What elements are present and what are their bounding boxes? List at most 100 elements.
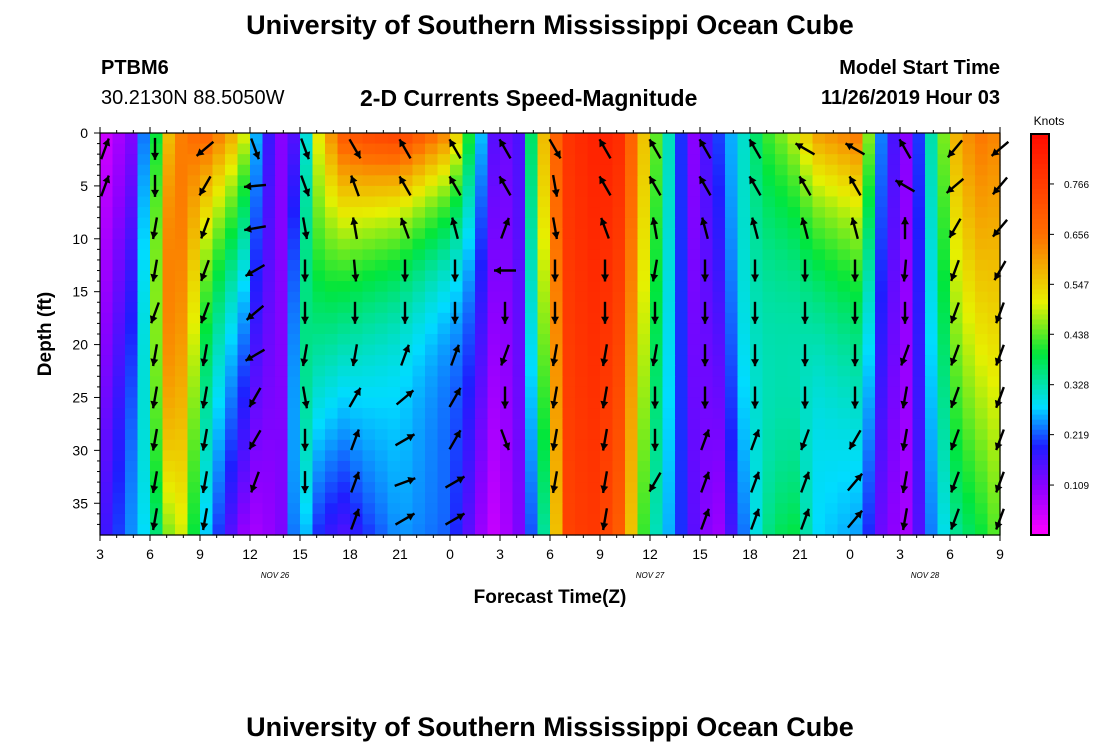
heatmap-cell [762, 281, 776, 293]
heatmap-cell [675, 408, 689, 420]
heatmap-cell [887, 513, 901, 526]
heatmap-cell [912, 143, 926, 155]
heatmap-cell [925, 397, 939, 409]
heatmap-cell [462, 524, 476, 536]
heatmap-cell [150, 418, 164, 430]
heatmap-cell [500, 365, 514, 377]
current-vector [800, 508, 811, 530]
heatmap-cell [600, 259, 614, 272]
heatmap-cell [212, 397, 226, 409]
heatmap-cell [937, 281, 951, 293]
heatmap-cell [300, 238, 314, 250]
heatmap-cell [187, 439, 201, 451]
heatmap-cell [512, 460, 526, 473]
heatmap-cell [187, 408, 201, 420]
current-vector [748, 138, 762, 159]
heatmap-cell [662, 471, 676, 483]
heatmap-cell [862, 249, 876, 261]
heatmap-cell [937, 334, 951, 346]
heatmap-cell [925, 344, 939, 356]
heatmap-cell [437, 492, 451, 504]
heatmap-cell [150, 207, 164, 219]
heatmap-cell [275, 196, 289, 208]
heatmap-cell [237, 238, 251, 250]
heatmap-cell [837, 513, 851, 526]
heatmap-cell [325, 524, 339, 536]
colorbar-band [1031, 164, 1049, 170]
heatmap-cell [887, 217, 901, 229]
heatmap-cell [237, 154, 251, 166]
heatmap-cell [450, 408, 464, 420]
heatmap-cell [675, 217, 689, 229]
heatmap-cell [525, 196, 539, 208]
heatmap-cell [637, 344, 651, 356]
vector-head [900, 522, 909, 530]
colorbar-band [1031, 349, 1049, 356]
heatmap-cell [512, 249, 526, 261]
heatmap-cell [987, 492, 1001, 504]
colorbar-band [1031, 274, 1049, 280]
heatmap-cell [237, 418, 251, 430]
heatmap-cell [975, 164, 989, 176]
heatmap-cell [762, 513, 776, 526]
current-vector [846, 472, 864, 492]
heatmap-cell [912, 217, 926, 229]
heatmap-cell [425, 397, 439, 409]
heatmap-cell [125, 196, 139, 208]
heatmap-cell [850, 164, 864, 176]
heatmap-cell [187, 259, 201, 272]
heatmap-cell [725, 376, 739, 388]
heatmap-cell [987, 503, 1001, 515]
heatmap-cell [575, 513, 589, 526]
heatmap-cell [737, 386, 751, 399]
heatmap-cell [750, 492, 764, 504]
heatmap-cell [162, 334, 176, 346]
heatmap-cell [512, 281, 526, 293]
heatmap-cell [925, 291, 939, 303]
heatmap-cell [525, 503, 539, 515]
current-vector [750, 217, 759, 240]
heatmap-cell [937, 185, 951, 198]
heatmap-cell [825, 492, 839, 504]
heatmap-cell [275, 492, 289, 504]
current-vector [550, 386, 559, 409]
heatmap-cell [887, 259, 901, 272]
heatmap-cell [750, 450, 764, 462]
heatmap-cell [487, 397, 501, 409]
vector-head [501, 316, 509, 324]
heatmap-cell [725, 450, 739, 462]
heatmap-cell [337, 238, 351, 250]
heatmap-cell [975, 439, 989, 451]
heatmap-cell [375, 450, 389, 462]
heatmap-cell [250, 376, 264, 388]
heatmap-cell [862, 460, 876, 473]
x-axis-label: Forecast Time(Z) [474, 587, 627, 608]
heatmap-cell [287, 323, 301, 335]
heatmap-cell [975, 429, 989, 441]
heatmap-cell [325, 207, 339, 219]
heatmap-cell [375, 418, 389, 430]
heatmap-cell [137, 259, 151, 272]
heatmap-cell [325, 471, 339, 483]
heatmap-cell [337, 418, 351, 430]
heatmap-cell [437, 503, 451, 515]
vector-head [199, 230, 208, 239]
heatmap-cell [987, 302, 1001, 314]
heatmap-cell [812, 482, 826, 494]
heatmap-cell [200, 365, 214, 377]
heatmap-cell [787, 408, 801, 420]
heatmap-cell [437, 164, 451, 176]
heatmap-cell [162, 259, 176, 272]
heatmap-cell [475, 302, 489, 314]
heatmap-cell [375, 386, 389, 399]
heatmap-cell [812, 133, 826, 145]
current-vector [701, 344, 709, 367]
heatmap-cell [712, 482, 726, 494]
heatmap-cell [287, 355, 301, 367]
heatmap-cell [812, 418, 826, 430]
heatmap-cell [887, 270, 901, 282]
colorbar-band [1031, 379, 1049, 386]
heatmap-cell [450, 471, 464, 483]
heatmap-cell [487, 429, 501, 441]
heatmap-cell [325, 143, 339, 155]
